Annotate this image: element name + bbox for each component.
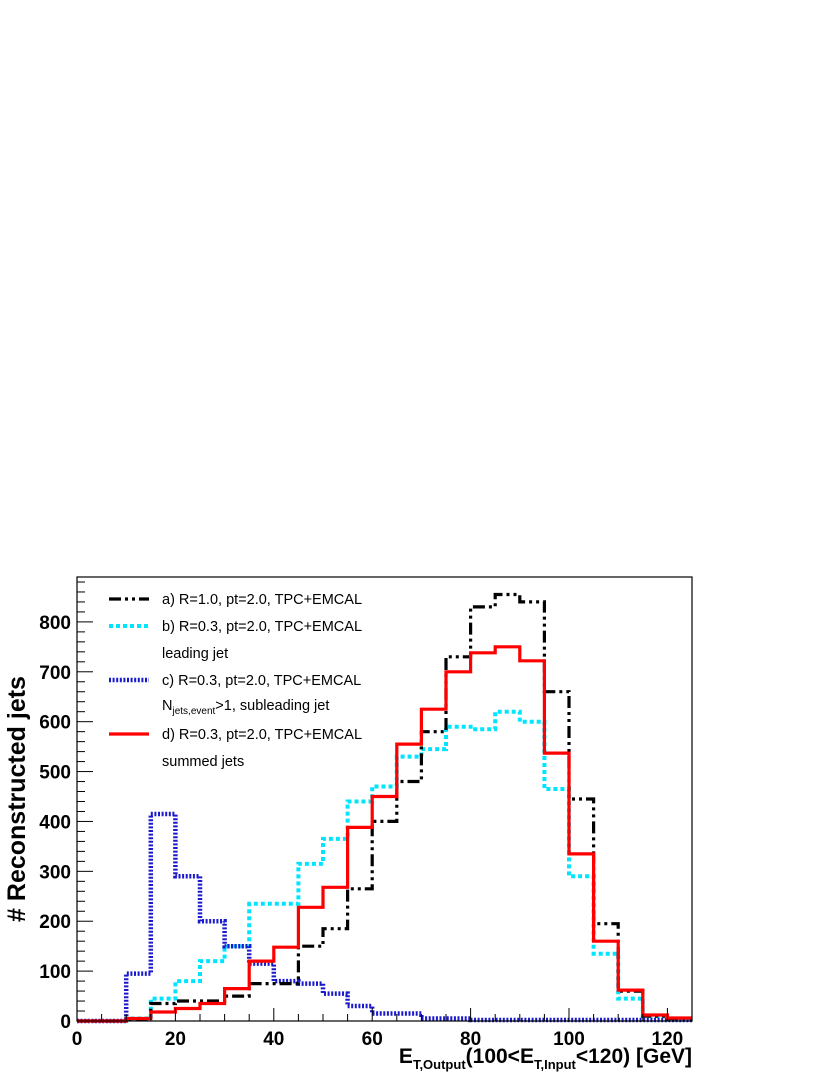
y-tick-label: 300 — [39, 862, 71, 883]
x-axis-title-main-sub: T,Output — [413, 1057, 466, 1072]
y-tick-label: 800 — [39, 613, 71, 634]
y-tick-label: 100 — [39, 962, 71, 983]
y-tick-label: 0 — [60, 1012, 71, 1033]
x-axis-title-mid: (100<E — [466, 1045, 534, 1068]
plot-frame — [76, 576, 693, 1022]
x-axis-title: ET,Output(100<ET,Input<120) [GeV] — [399, 1045, 692, 1072]
y-tick-label: 400 — [39, 812, 71, 833]
y-tick-label: 200 — [39, 912, 71, 933]
x-tick-label: 120 — [652, 1029, 684, 1050]
series-4-line — [77, 645, 692, 1023]
legend: a) R=1.0, pt=2.0, TPC+EMCAL b) R=0.3, pt=… — [109, 592, 362, 770]
x-tick-label: 20 — [165, 1029, 186, 1050]
legend-entry-2-line2: leading jet — [162, 646, 228, 662]
legend-entry-2: b) R=0.3, pt=2.0, TPC+EMCAL — [162, 619, 362, 635]
y-tick-label: 600 — [39, 713, 71, 734]
series-3-line — [77, 811, 692, 1024]
y-tick-label: 700 — [39, 663, 71, 684]
x-tick-label: 60 — [362, 1029, 383, 1050]
y-axis-title: # Reconstructed jets — [3, 676, 31, 922]
x-tick-label: 40 — [263, 1029, 284, 1050]
tick-layer: 0 20 40 60 80 100 120 0 100 200 300 400 500 600 700 800 — [39, 581, 693, 1050]
x-tick-label: 0 — [72, 1029, 83, 1050]
legend-entry-1: a) R=1.0, pt=2.0, TPC+EMCAL — [162, 592, 362, 608]
x-tick-label: 100 — [553, 1029, 585, 1050]
legend-entry-4: d) R=0.3, pt=2.0, TPC+EMCAL — [162, 727, 362, 743]
x-axis-title-main: E — [399, 1045, 413, 1068]
y-tick-label: 500 — [39, 763, 71, 784]
legend-entry-4-line2: summed jets — [162, 754, 244, 770]
x-axis-title-mid-sub: T,Input — [534, 1057, 577, 1072]
x-tick-label: 80 — [460, 1029, 481, 1050]
legend-entry-3: c) R=0.3, pt=2.0, TPC+EMCAL — [162, 673, 361, 689]
legend-entry-3-line2: Njets,event>1, subleading jet — [162, 698, 329, 717]
series-layer — [77, 592, 692, 1024]
x-axis-title-tail: <120) [GeV] — [576, 1045, 692, 1068]
